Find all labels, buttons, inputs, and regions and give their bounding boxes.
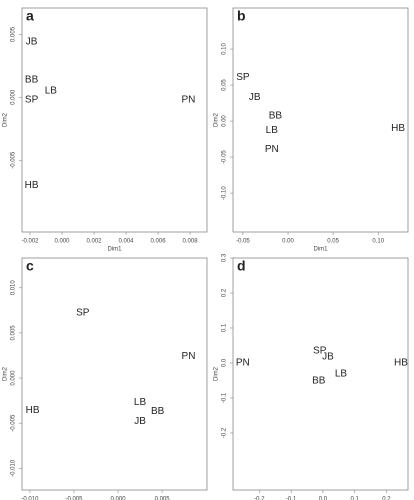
y-tick-label: 0.000	[11, 89, 17, 105]
point-label: SP	[76, 308, 90, 319]
y-tick-label: 0.2	[222, 288, 228, 297]
x-tick-label: 0.10	[372, 239, 384, 245]
y-tick-label: -0.005	[11, 151, 17, 169]
x-tick-label: -0.005	[65, 497, 83, 500]
plot-frame	[232, 257, 409, 491]
x-tick-label: 0.008	[183, 239, 199, 245]
x-tick-label: -0.2	[254, 497, 265, 500]
point-label: LB	[266, 125, 279, 136]
y-axis-title: Dim2	[3, 112, 9, 127]
y-tick-label: 0.1	[222, 323, 228, 332]
point-label: PN	[265, 144, 279, 155]
x-axis-title: Dim1	[313, 247, 328, 253]
plot-frame	[21, 7, 208, 233]
y-tick-label: 0.00	[222, 115, 228, 127]
point-label: SP	[313, 346, 327, 357]
x-tick-label: -0.05	[236, 239, 250, 245]
point-label: PN	[181, 95, 195, 106]
y-tick-label: 0.0	[222, 358, 228, 367]
y-tick-label: 0.10	[222, 43, 228, 55]
point-label: LB	[45, 86, 58, 97]
x-tick-label: 0.0	[319, 497, 328, 500]
y-axis-title: Dim2	[214, 366, 220, 381]
point-label: BB	[269, 111, 283, 122]
y-tick-label: -0.2	[222, 427, 228, 438]
y-axis-title: Dim2	[3, 366, 9, 381]
y-tick-label: 0.010	[11, 280, 17, 296]
y-tick-label: 0.05	[222, 79, 228, 91]
point-label: LB	[335, 368, 348, 379]
panel-letter: a	[26, 8, 34, 24]
x-tick-label: 0.00	[282, 239, 294, 245]
x-tick-label: 0.005	[155, 497, 171, 500]
panel-letter: b	[237, 8, 246, 24]
y-tick-label: 0.005	[11, 325, 17, 341]
y-tick-label: 0.000	[11, 370, 17, 386]
point-label: HB	[25, 180, 39, 191]
point-label: JB	[26, 37, 38, 48]
x-axis-title: Dim1	[107, 247, 122, 253]
point-label: HB	[26, 405, 40, 416]
x-tick-label: -0.1	[286, 497, 297, 500]
point-label: PN	[236, 358, 250, 369]
x-tick-label: 0.1	[350, 497, 359, 500]
y-tick-label: -0.010	[11, 459, 17, 477]
plot-frame	[232, 7, 409, 233]
point-label: HB	[394, 358, 408, 369]
x-tick-label: 0.000	[55, 239, 71, 245]
y-tick-label: -0.1	[222, 392, 228, 403]
panel-letter: d	[237, 258, 246, 274]
point-label: BB	[25, 74, 39, 85]
point-label: HB	[391, 123, 405, 134]
x-tick-label: -0.010	[21, 497, 39, 500]
y-tick-label: -0.10	[222, 186, 228, 200]
x-tick-label: -0.002	[21, 239, 39, 245]
y-tick-label: 0.005	[11, 26, 17, 42]
point-label: JB	[249, 92, 261, 103]
x-tick-label: 0.002	[87, 239, 103, 245]
point-label: SP	[25, 95, 39, 106]
y-axis-title: Dim2	[214, 112, 220, 127]
point-label: PN	[182, 351, 196, 362]
point-label: BB	[312, 375, 326, 386]
point-label: BB	[151, 406, 165, 417]
panel-letter: c	[26, 258, 34, 274]
point-label: JB	[322, 352, 334, 363]
point-label: JB	[134, 416, 146, 427]
point-label: SP	[236, 72, 250, 83]
y-tick-label: -0.05	[222, 150, 228, 164]
y-tick-label: 0.3	[222, 253, 228, 262]
y-tick-label: -0.005	[11, 414, 17, 432]
x-tick-label: 0.000	[111, 497, 127, 500]
x-tick-label: 0.2	[382, 497, 391, 500]
point-label: LB	[134, 397, 147, 408]
x-tick-label: 0.004	[119, 239, 135, 245]
plot-frame	[21, 257, 208, 491]
x-tick-label: 0.05	[327, 239, 339, 245]
x-tick-label: 0.006	[151, 239, 167, 245]
